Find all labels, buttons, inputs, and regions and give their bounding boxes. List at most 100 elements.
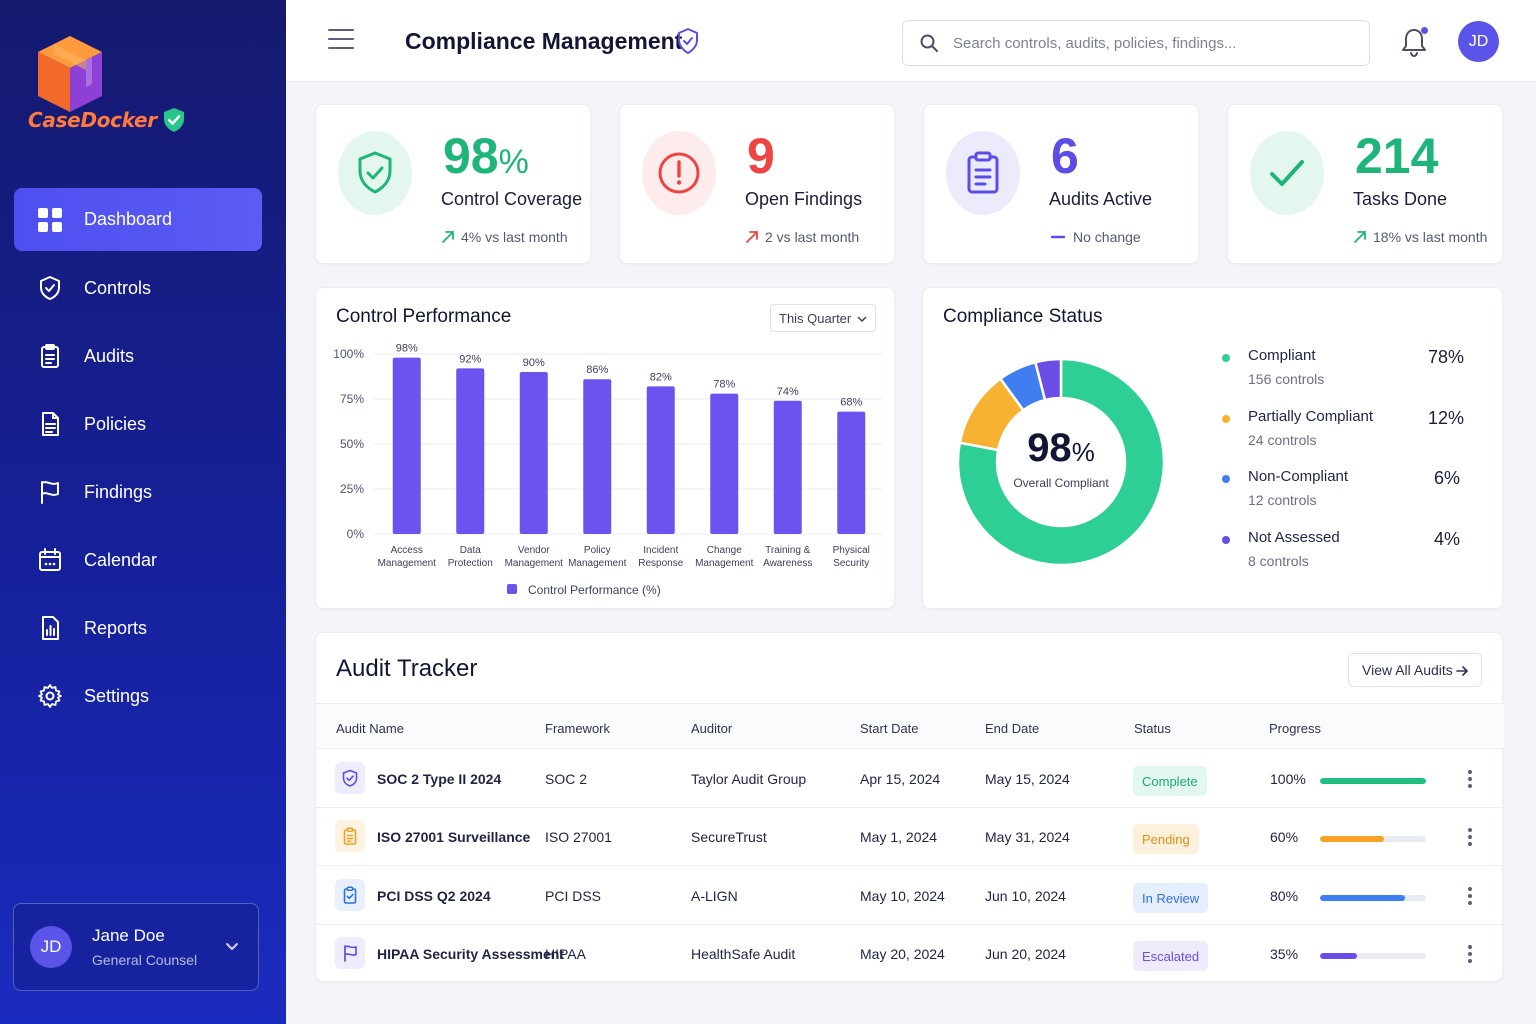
search-input[interactable]	[953, 34, 1353, 52]
cube-logo-icon	[38, 36, 102, 112]
donut-chart	[956, 357, 1166, 567]
bar-chart: 100% 75% 50% 25% 0% 98% Access Management 92% Dat…	[333, 343, 882, 597]
progress-value: 100%	[1270, 771, 1306, 787]
table-row[interactable]: SOC 2 Type II 2024 SOC 2 Taylor Audit Gr…	[316, 750, 1504, 808]
donut-center-label: Overall Compliant	[1013, 476, 1109, 490]
stat-label: Open Findings	[745, 189, 863, 209]
bar[interactable]	[392, 357, 421, 534]
panel-title: Audit Tracker	[336, 655, 478, 682]
x-tick-label: Management	[378, 558, 437, 569]
chevron-down-icon	[857, 316, 867, 323]
legend-count: 156 controls	[1248, 371, 1325, 387]
menu-toggle-button[interactable]	[328, 29, 354, 53]
bar[interactable]	[837, 411, 866, 534]
table-row[interactable]: HIPAA Security Assessment HIPAA HealthSa…	[316, 925, 1504, 983]
bar-value-label: 82%	[650, 371, 672, 383]
shield-check-icon	[335, 762, 365, 794]
donut-segment[interactable]	[1033, 357, 1063, 402]
bar[interactable]	[456, 368, 485, 534]
clipboard-icon	[36, 342, 64, 370]
column-header[interactable]: Auditor	[691, 721, 733, 736]
top-header: Compliance Management JD	[286, 0, 1536, 82]
legend-count: 12 controls	[1248, 492, 1317, 508]
progress-bar	[1320, 895, 1426, 901]
user-profile-menu[interactable]: JD Jane Doe General Counsel	[13, 903, 259, 991]
legend-count: 8 controls	[1248, 552, 1309, 569]
sidebar-nav: Dashboard Controls Audits Policies Findi…	[14, 188, 262, 733]
period-select[interactable]: This Quarter	[770, 304, 876, 332]
column-header[interactable]: Status	[1134, 721, 1171, 736]
audit-tracker-panel: Audit Tracker View All Audits Audit Name…	[315, 632, 1504, 983]
progress-bar	[1320, 836, 1426, 842]
row-actions-button[interactable]	[1462, 885, 1478, 907]
row-actions-button[interactable]	[1462, 768, 1478, 790]
search-bar	[902, 20, 1370, 66]
bar[interactable]	[646, 386, 675, 534]
column-header[interactable]: Framework	[545, 721, 611, 736]
table-row[interactable]: PCI DSS Q2 2024 PCI DSS A-LIGN May 10, 2…	[316, 867, 1504, 925]
avatar: JD	[30, 926, 72, 968]
donut-segment[interactable]	[956, 357, 1166, 567]
status-badge: In Review	[1133, 883, 1209, 913]
shield-check-icon	[164, 108, 184, 132]
bar[interactable]	[710, 393, 739, 534]
legend-name: Non-Compliant	[1248, 468, 1349, 485]
sidebar-item-label: Dashboard	[84, 209, 173, 229]
calendar-icon	[36, 546, 64, 574]
grid-icon	[36, 206, 64, 234]
stat-delta: 4% vs last month	[441, 229, 568, 245]
table-row[interactable]: ISO 27001 Surveillance ISO 27001 SecureT…	[316, 808, 1504, 866]
column-header[interactable]: End Date	[985, 721, 1040, 736]
progress-bar-fill	[1320, 953, 1358, 959]
bar[interactable]	[773, 400, 802, 534]
x-tick-label: Access	[391, 545, 423, 556]
sidebar-item-findings[interactable]: Findings	[14, 461, 262, 523]
audit-start-date: May 1, 2024	[860, 829, 938, 845]
clipboard-icon	[946, 131, 1020, 215]
legend-percent: 78%	[1428, 347, 1465, 367]
audit-framework: HIPAA	[545, 946, 586, 962]
y-tick-label: 50%	[340, 437, 364, 451]
bar-value-label: 92%	[459, 353, 481, 365]
audit-auditor: Taylor Audit Group	[691, 771, 807, 787]
audit-name[interactable]: SOC 2 Type II 2024	[377, 771, 502, 787]
column-header[interactable]: Progress	[1269, 721, 1322, 736]
sidebar-item-settings[interactable]: Settings	[14, 665, 262, 727]
brand-logo[interactable]: CaseDocker	[28, 34, 228, 144]
bar[interactable]	[583, 379, 612, 534]
panel-title: Control Performance	[336, 306, 512, 327]
bar[interactable]	[519, 372, 548, 534]
audit-start-date: May 20, 2024	[860, 946, 945, 962]
sidebar-item-controls[interactable]: Controls	[14, 257, 262, 319]
shield-check-icon	[678, 28, 698, 54]
shield-check-icon	[36, 274, 64, 302]
sidebar-item-policies[interactable]: Policies	[14, 393, 262, 455]
audit-name[interactable]: PCI DSS Q2 2024	[377, 888, 491, 904]
bell-icon[interactable]	[1400, 26, 1428, 58]
sidebar-item-label: Calendar	[84, 549, 158, 570]
clipboard-icon	[335, 820, 365, 852]
view-all-audits-button[interactable]: View All Audits	[1348, 653, 1482, 687]
audit-name[interactable]: ISO 27001 Surveillance	[377, 829, 531, 845]
y-tick-label: 75%	[340, 392, 364, 406]
column-header[interactable]: Audit Name	[336, 721, 404, 736]
sidebar-item-label: Settings	[84, 685, 150, 706]
avatar[interactable]: JD	[1458, 21, 1499, 62]
audit-name[interactable]: HIPAA Security Assessment	[377, 946, 564, 962]
column-header[interactable]: Start Date	[860, 721, 919, 736]
stat-value: 9	[747, 128, 775, 184]
sidebar-item-audits[interactable]: Audits	[14, 325, 262, 387]
sidebar-item-dashboard[interactable]: Dashboard	[14, 188, 262, 251]
legend-name: Partially Compliant	[1248, 407, 1374, 425]
legend-label: Control Performance (%)	[528, 583, 661, 597]
donut-center: 98% Overall Compliant	[995, 428, 1127, 490]
progress-bar-fill	[1320, 778, 1426, 784]
x-tick-label: Data	[460, 545, 482, 556]
sidebar-item-calendar[interactable]: Calendar	[14, 529, 262, 591]
bar-value-label: 78%	[713, 379, 735, 391]
status-badge: Complete	[1133, 766, 1207, 796]
sidebar-item-reports[interactable]: Reports	[14, 597, 262, 659]
row-actions-button[interactable]	[1462, 826, 1478, 848]
row-actions-button[interactable]	[1462, 943, 1478, 965]
audit-start-date: May 10, 2024	[860, 888, 945, 904]
